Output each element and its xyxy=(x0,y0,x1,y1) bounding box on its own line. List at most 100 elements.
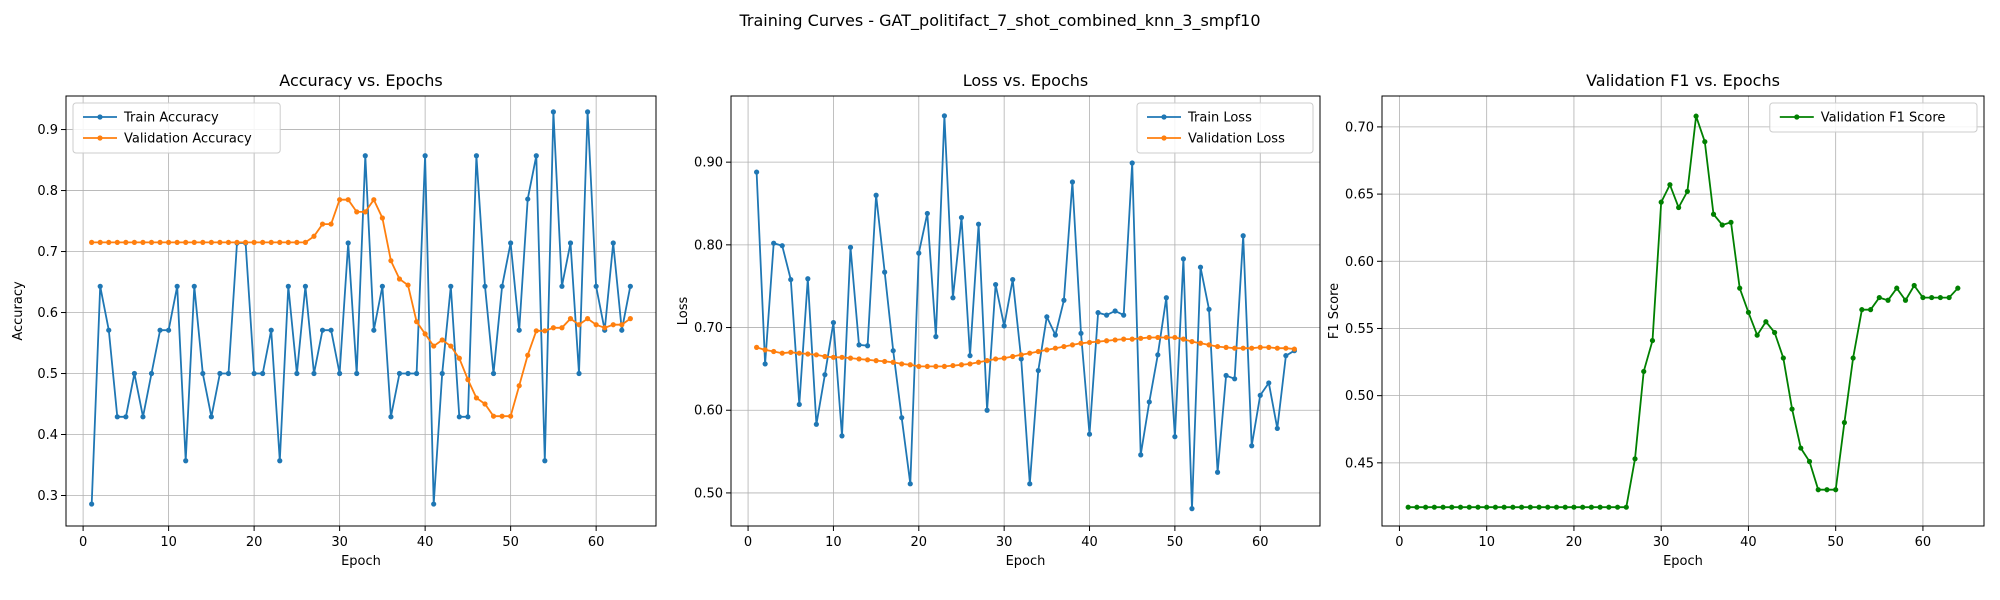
data-point xyxy=(1155,352,1161,358)
data-point xyxy=(950,295,956,301)
data-point xyxy=(123,239,129,245)
data-point xyxy=(1069,342,1076,348)
data-point xyxy=(431,501,437,507)
data-point xyxy=(439,370,445,377)
y-tick-label: 0.60 xyxy=(694,404,723,419)
x-tick-label: 50 xyxy=(1167,535,1184,550)
data-point xyxy=(1571,504,1577,510)
data-point xyxy=(1798,445,1804,451)
data-point xyxy=(508,413,514,419)
data-point xyxy=(242,239,249,245)
legend: Validation F1 Score xyxy=(1769,102,1978,133)
data-point xyxy=(1449,504,1455,510)
data-point xyxy=(779,243,785,249)
data-point xyxy=(490,370,497,377)
data-point xyxy=(1684,188,1690,195)
data-point xyxy=(1649,337,1656,344)
data-point xyxy=(1197,340,1204,346)
data-point xyxy=(1536,504,1542,510)
data-point xyxy=(1475,504,1481,510)
data-point xyxy=(260,239,266,245)
x-tick-label: 40 xyxy=(1740,535,1757,550)
data-point xyxy=(413,370,420,377)
data-point xyxy=(796,350,802,356)
data-point xyxy=(456,355,462,361)
data-point xyxy=(1719,222,1725,228)
data-point xyxy=(771,348,777,355)
data-point xyxy=(873,192,879,198)
data-point xyxy=(268,327,274,333)
data-point xyxy=(482,401,488,407)
y-tick-label: 0.3 xyxy=(37,489,58,504)
data-point xyxy=(499,283,505,289)
data-point xyxy=(354,209,360,215)
data-point xyxy=(559,325,565,331)
data-point xyxy=(1946,294,1952,301)
legend: Train Loss Validation Loss xyxy=(1136,102,1314,154)
data-point xyxy=(148,370,155,377)
data-point xyxy=(610,240,616,246)
legend-marker xyxy=(1161,135,1167,141)
data-point xyxy=(941,113,948,119)
y-tick-label: 0.45 xyxy=(1345,456,1374,471)
data-point xyxy=(234,239,240,245)
data-point xyxy=(217,239,223,245)
data-point xyxy=(354,370,360,377)
data-point xyxy=(1129,336,1135,342)
legend-box xyxy=(1769,102,1978,133)
data-point xyxy=(950,362,956,369)
data-point xyxy=(473,153,480,159)
data-point xyxy=(1138,452,1144,458)
data-point xyxy=(627,316,633,322)
data-point xyxy=(174,239,180,245)
data-point xyxy=(1423,504,1429,510)
data-point xyxy=(847,244,854,250)
data-point xyxy=(525,196,531,202)
data-point xyxy=(1291,346,1297,352)
data-point xyxy=(405,282,411,288)
data-point xyxy=(208,239,214,245)
data-point xyxy=(1815,487,1821,493)
data-point xyxy=(1606,504,1612,510)
data-point xyxy=(1501,504,1507,510)
data-point xyxy=(1405,504,1411,510)
x-tick-label: 30 xyxy=(996,535,1013,550)
data-point xyxy=(1223,372,1229,379)
data-point xyxy=(967,353,973,359)
x-tick-label: 0 xyxy=(744,535,752,550)
data-point xyxy=(1510,504,1516,510)
data-point xyxy=(1457,504,1464,510)
data-point xyxy=(788,349,794,355)
data-point xyxy=(984,407,990,413)
data-point xyxy=(916,250,922,256)
data-point xyxy=(813,421,819,427)
data-point xyxy=(584,316,591,322)
legend-label: Validation Accuracy xyxy=(124,132,252,147)
data-point xyxy=(277,458,283,464)
data-point xyxy=(1641,368,1647,375)
legend-label: Validation F1 Score xyxy=(1821,111,1946,126)
data-point xyxy=(106,327,112,333)
data-point xyxy=(1850,355,1856,361)
axes-frame xyxy=(730,95,1321,527)
data-point xyxy=(856,342,862,348)
data-point xyxy=(302,239,309,245)
x-axis-label: Epoch xyxy=(1663,554,1703,569)
data-point xyxy=(567,316,574,322)
data-point xyxy=(396,370,403,377)
legend-marker xyxy=(1794,114,1800,120)
data-point xyxy=(1667,182,1673,188)
data-point xyxy=(805,276,811,282)
legend-box xyxy=(1136,102,1314,154)
data-point xyxy=(1527,504,1533,510)
data-point xyxy=(1214,343,1221,350)
legend-label: Train Loss xyxy=(1187,111,1252,126)
data-point xyxy=(593,322,599,328)
y-tick-label: 0.80 xyxy=(694,238,723,253)
data-point xyxy=(89,501,95,507)
data-point xyxy=(1035,348,1041,355)
data-point xyxy=(584,109,591,115)
data-point xyxy=(1240,345,1246,351)
data-point xyxy=(294,239,300,245)
